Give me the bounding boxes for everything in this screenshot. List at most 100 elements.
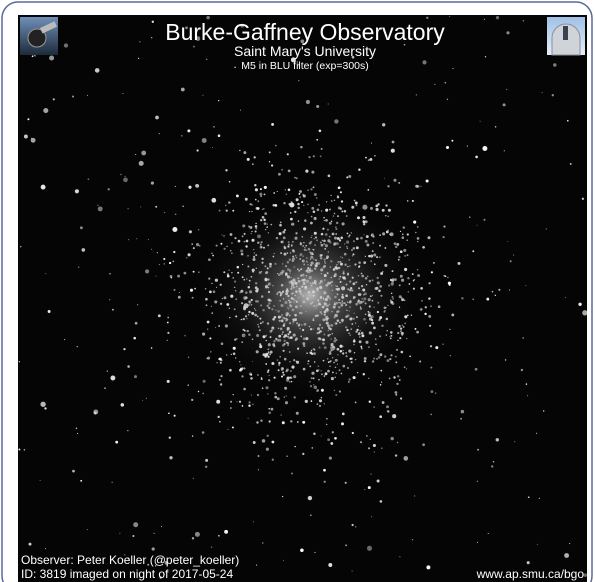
star bbox=[522, 337, 524, 339]
star bbox=[390, 148, 395, 153]
star bbox=[243, 151, 247, 155]
star bbox=[536, 432, 538, 434]
star bbox=[173, 414, 176, 417]
star bbox=[243, 387, 246, 391]
star bbox=[449, 355, 451, 357]
star bbox=[228, 201, 231, 204]
star bbox=[327, 174, 331, 178]
star bbox=[71, 95, 75, 98]
star bbox=[495, 16, 500, 20]
star bbox=[252, 403, 254, 405]
star bbox=[180, 87, 185, 92]
star bbox=[460, 417, 463, 420]
star bbox=[86, 94, 89, 96]
star bbox=[435, 346, 439, 350]
star bbox=[545, 228, 547, 230]
star bbox=[446, 98, 449, 100]
star bbox=[120, 173, 122, 176]
star bbox=[256, 421, 259, 424]
star bbox=[40, 184, 46, 190]
star bbox=[231, 426, 234, 429]
star bbox=[167, 331, 170, 334]
star bbox=[173, 250, 176, 254]
star bbox=[429, 345, 433, 348]
star bbox=[320, 435, 322, 437]
star bbox=[344, 481, 347, 484]
star bbox=[372, 443, 376, 448]
star bbox=[170, 277, 173, 279]
star bbox=[380, 447, 383, 450]
star bbox=[23, 449, 26, 451]
star bbox=[151, 248, 153, 250]
star bbox=[526, 561, 530, 565]
star bbox=[384, 177, 385, 179]
star bbox=[225, 209, 228, 212]
star bbox=[426, 16, 429, 19]
star bbox=[78, 266, 80, 268]
star bbox=[234, 66, 236, 69]
star bbox=[196, 149, 199, 152]
star bbox=[437, 305, 441, 309]
star bbox=[305, 169, 309, 173]
star bbox=[271, 440, 275, 444]
star bbox=[205, 58, 208, 61]
star bbox=[134, 321, 138, 325]
star bbox=[52, 98, 55, 101]
star bbox=[392, 414, 397, 419]
star bbox=[150, 181, 154, 185]
star bbox=[275, 144, 277, 147]
star bbox=[411, 199, 414, 202]
star bbox=[381, 401, 385, 404]
star bbox=[261, 439, 266, 443]
star bbox=[474, 367, 478, 371]
star bbox=[151, 547, 155, 551]
star bbox=[266, 434, 269, 437]
star bbox=[286, 153, 289, 156]
star bbox=[434, 83, 436, 85]
star bbox=[430, 366, 433, 369]
star bbox=[430, 305, 432, 308]
star bbox=[39, 479, 41, 482]
star bbox=[191, 398, 194, 402]
star bbox=[127, 557, 130, 560]
star bbox=[449, 328, 451, 331]
star bbox=[416, 237, 420, 240]
star bbox=[400, 397, 403, 400]
star bbox=[250, 394, 252, 396]
star bbox=[461, 297, 464, 300]
star bbox=[494, 126, 497, 128]
star bbox=[406, 200, 409, 202]
star bbox=[225, 169, 228, 172]
star bbox=[124, 175, 126, 177]
star bbox=[23, 134, 28, 139]
star bbox=[331, 431, 334, 434]
star bbox=[174, 185, 176, 187]
subtitle: Saint Mary's University bbox=[234, 43, 376, 59]
star bbox=[311, 447, 314, 449]
star bbox=[366, 435, 368, 437]
star bbox=[268, 411, 271, 415]
star bbox=[282, 559, 284, 561]
star bbox=[147, 563, 150, 566]
star bbox=[248, 401, 251, 404]
star bbox=[514, 441, 516, 443]
star bbox=[428, 314, 432, 318]
star bbox=[47, 310, 51, 313]
star bbox=[341, 422, 344, 426]
star bbox=[123, 177, 128, 183]
star bbox=[173, 288, 176, 291]
star bbox=[564, 553, 570, 558]
star bbox=[188, 230, 192, 234]
logo-left bbox=[20, 17, 58, 55]
star bbox=[343, 65, 345, 67]
star bbox=[583, 573, 588, 577]
star bbox=[394, 454, 398, 457]
star bbox=[442, 235, 445, 239]
star bbox=[504, 359, 507, 361]
star bbox=[307, 495, 313, 501]
star bbox=[290, 57, 296, 63]
star bbox=[271, 458, 274, 461]
star bbox=[127, 238, 130, 241]
star bbox=[111, 308, 114, 311]
star bbox=[367, 189, 370, 191]
